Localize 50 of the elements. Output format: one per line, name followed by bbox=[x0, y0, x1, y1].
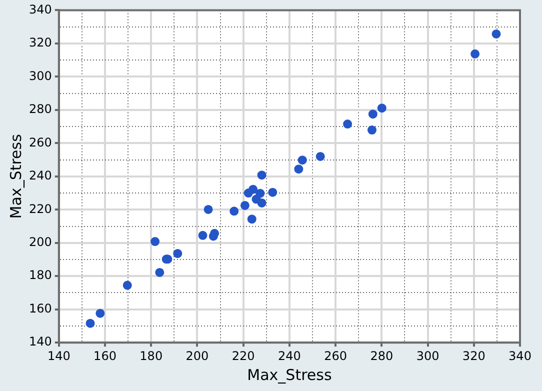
y-tick-label: 320 bbox=[29, 36, 52, 50]
y-tick-label: 160 bbox=[29, 301, 52, 316]
x-tick-label: 160 bbox=[94, 348, 116, 363]
x-axis-title: Max_Stress bbox=[247, 366, 332, 384]
point bbox=[470, 49, 480, 58]
y-tick-label: 220 bbox=[29, 202, 52, 216]
point bbox=[86, 318, 95, 328]
point bbox=[96, 308, 105, 318]
point bbox=[173, 249, 182, 258]
y-tick-label: 280 bbox=[29, 102, 52, 116]
y-tick-label: 240 bbox=[29, 168, 52, 183]
point bbox=[230, 206, 239, 216]
point bbox=[492, 29, 501, 38]
point bbox=[150, 237, 160, 246]
x-tick-label: 240 bbox=[278, 348, 301, 363]
x-tick-label: 300 bbox=[416, 348, 440, 363]
point bbox=[377, 104, 386, 113]
point bbox=[122, 280, 132, 290]
x-tick-label: 180 bbox=[140, 348, 163, 363]
x-tick-label: 260 bbox=[324, 348, 348, 363]
point bbox=[316, 152, 325, 161]
y-tick-label: 180 bbox=[29, 268, 52, 282]
point bbox=[298, 156, 307, 165]
point bbox=[257, 198, 266, 208]
point bbox=[240, 200, 250, 210]
point bbox=[210, 228, 220, 238]
point bbox=[343, 120, 352, 129]
x-tick-label: 320 bbox=[462, 348, 486, 363]
x-tick-label: 220 bbox=[232, 348, 255, 363]
point bbox=[294, 164, 304, 174]
point bbox=[247, 214, 256, 224]
y-tick-label: 300 bbox=[29, 68, 52, 83]
point bbox=[256, 188, 265, 198]
x-tick-label: 280 bbox=[370, 348, 394, 363]
x-tick-label: 340 bbox=[508, 348, 532, 363]
y-tick-label: 340 bbox=[29, 2, 52, 16]
point bbox=[368, 110, 378, 119]
y-tick-label: 140 bbox=[29, 334, 52, 349]
point bbox=[268, 188, 278, 197]
point bbox=[257, 170, 266, 180]
y-tick-label: 260 bbox=[29, 135, 52, 150]
point bbox=[155, 268, 164, 277]
point bbox=[198, 230, 208, 240]
x-tick-label: 140 bbox=[47, 348, 70, 363]
point bbox=[248, 184, 258, 194]
y-axis-title: Max_Stress bbox=[6, 134, 25, 219]
x-tick-label: 200 bbox=[186, 348, 209, 363]
y-tick-label: 200 bbox=[29, 235, 52, 250]
point bbox=[367, 126, 376, 135]
point bbox=[204, 204, 213, 214]
